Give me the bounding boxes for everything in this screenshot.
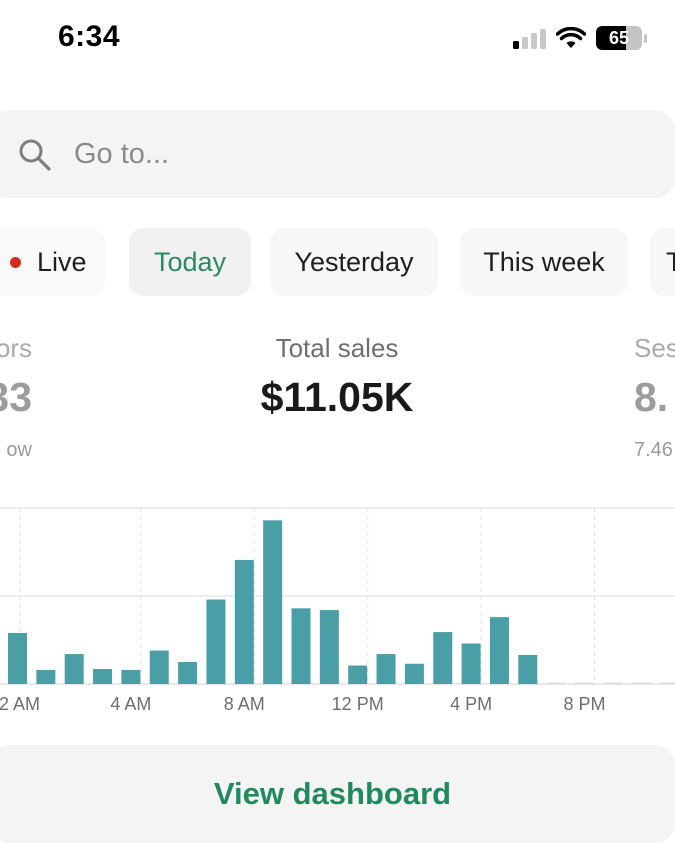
metric-sessions[interactable]: Ses 8. 7.46: [634, 333, 675, 462]
tab-today-label: Today: [153, 246, 227, 277]
metric-total-sales[interactable]: Total sales $11.05K: [167, 333, 507, 421]
chart-bar-empty: [660, 682, 675, 684]
chart-tick-label: 8 PM: [563, 694, 605, 714]
metric-total-sales-label: Total sales: [275, 333, 399, 363]
chart-bar-empty: [575, 682, 594, 684]
chart-bar: [518, 654, 538, 684]
wifi-icon: [556, 27, 586, 48]
chart-bar: [404, 663, 424, 684]
chart-bar: [234, 559, 254, 684]
chart-tick-label: 4 AM: [110, 694, 151, 714]
chart-bar: [121, 669, 141, 684]
tab-live[interactable]: Live: [0, 228, 105, 296]
search-icon: [19, 139, 51, 171]
chart-bar: [348, 665, 368, 684]
tab-next-label: T: [666, 246, 675, 277]
view-dashboard-label: View dashboard: [213, 776, 452, 811]
battery-level: 65: [608, 27, 630, 48]
metric-visitors-value: 33: [0, 374, 32, 420]
chart-bar: [263, 520, 283, 684]
tab-yesterday-label: Yesterday: [294, 246, 414, 277]
chart-bar: [93, 669, 113, 684]
metric-visitors[interactable]: ors 33 ow: [0, 333, 60, 462]
tab-live-label: Live: [37, 246, 87, 277]
chart-bar: [433, 632, 453, 684]
chart-tick-label: 12 PM: [332, 694, 384, 714]
chart-bar: [149, 650, 169, 684]
chart-bar: [8, 632, 27, 684]
tab-this-week[interactable]: This week: [460, 228, 628, 296]
battery-tip: [644, 33, 647, 43]
chart-bar-empty: [603, 682, 623, 684]
chart-bar-empty: [546, 682, 566, 684]
tab-today[interactable]: Today: [129, 228, 251, 296]
chart-bar: [461, 643, 481, 684]
sales-bar-chart: 2 AM 4 AM 8 AM 12 PM 4 PM 8 PM: [0, 507, 675, 714]
battery-fill: [596, 26, 626, 50]
chart-bar: [64, 654, 84, 684]
metric-total-sales-value: $11.05K: [260, 374, 414, 420]
metric-sessions-sub: 7.46: [634, 439, 673, 461]
status-icons: 65: [513, 24, 647, 52]
metric-visitors-sub: ow: [6, 439, 32, 461]
chart-tick-label: 2 AM: [0, 694, 40, 714]
metric-sessions-label: Ses: [634, 333, 675, 363]
chart-tick-label: 4 PM: [450, 694, 492, 714]
date-range-tabs: Live Today Yesterday This week T: [0, 228, 675, 296]
search-input[interactable]: [74, 130, 574, 178]
chart-bar: [376, 654, 396, 684]
cellular-signal-icon: [513, 27, 546, 49]
metric-visitors-label: ors: [0, 333, 32, 363]
chart-bar-empty: [631, 682, 651, 684]
chart-bar: [36, 669, 56, 684]
chart-tick-label: 8 AM: [224, 694, 265, 714]
live-indicator-dot: [10, 256, 21, 268]
chart-bar: [489, 617, 509, 684]
view-dashboard-button[interactable]: View dashboard: [0, 745, 675, 843]
battery-icon: 65: [596, 26, 642, 50]
chart-bar: [206, 599, 226, 684]
chart-bar: [291, 608, 311, 684]
chart-bar: [319, 610, 339, 684]
search-bar[interactable]: [0, 110, 675, 198]
tab-this-week-label: This week: [483, 246, 605, 277]
tab-next[interactable]: T: [650, 228, 675, 296]
status-time: 6:34: [58, 20, 121, 53]
tab-yesterday[interactable]: Yesterday: [270, 228, 438, 296]
chart-bar: [178, 662, 198, 684]
metric-sessions-value: 8.: [634, 374, 669, 420]
